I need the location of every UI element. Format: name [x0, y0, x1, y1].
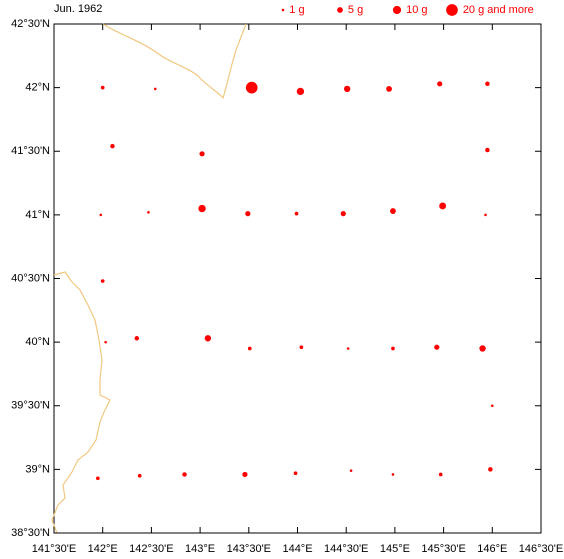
sample-point: [349, 469, 353, 472]
sample-point: [343, 85, 351, 93]
legend-label: 20 g and more: [463, 4, 534, 16]
x-tick-label: 142°30'E: [129, 543, 173, 555]
coastline-north: [102, 23, 247, 100]
x-tick-label: 144°E: [282, 543, 312, 555]
legend-marker: [446, 4, 458, 16]
sample-point: [104, 340, 107, 344]
y-tick-label: 40°N: [25, 336, 50, 348]
sample-point: [439, 202, 447, 210]
sample-point: [110, 143, 115, 149]
x-tick-label: 141°30'E: [32, 543, 76, 555]
sample-point: [491, 404, 494, 408]
sample-point: [340, 211, 346, 217]
sample-point: [245, 211, 251, 217]
y-tick-label: 38°30'N: [11, 527, 50, 539]
sample-point: [245, 81, 258, 94]
sample-point: [242, 471, 248, 478]
x-tick-label: 146°E: [477, 543, 507, 555]
legend-label: 1 g: [289, 4, 304, 16]
sample-point: [485, 81, 490, 87]
sample-point: [484, 213, 487, 217]
sample-point: [182, 472, 187, 477]
chart-title: Jun. 1962: [54, 3, 102, 15]
sample-point: [198, 204, 206, 213]
sample-point: [346, 347, 350, 350]
sample-point: [438, 472, 443, 477]
x-tick-label: 145°30'E: [421, 543, 465, 555]
sample-point: [391, 473, 395, 476]
sample-point: [147, 211, 150, 214]
sample-point: [434, 344, 440, 350]
x-tick-label: 143°E: [185, 543, 215, 555]
y-tick-label: 39°30'N: [11, 400, 50, 412]
sample-point: [390, 208, 396, 214]
plot-frame: [53, 23, 542, 534]
sample-point: [293, 471, 298, 476]
legend-marker: [392, 5, 402, 15]
x-tick-label: 143°30'E: [227, 543, 271, 555]
sample-point: [153, 87, 157, 91]
x-tick-label: 142°E: [88, 543, 118, 555]
sample-point: [134, 336, 140, 341]
x-tick-label: 146°30'E: [519, 543, 563, 555]
sample-point: [437, 81, 443, 87]
sample-point: [488, 467, 493, 472]
legend-label: 10 g: [406, 4, 427, 16]
x-tick-label: 145°E: [380, 543, 410, 555]
sample-point: [204, 335, 212, 342]
sample-point: [386, 85, 392, 92]
sample-point: [479, 345, 486, 352]
sample-point: [137, 473, 142, 478]
sample-point: [294, 211, 299, 216]
sample-point: [199, 151, 205, 157]
sample-point: [99, 213, 103, 217]
sample-point: [391, 346, 395, 351]
sample-point: [95, 476, 100, 481]
sample-point: [296, 87, 305, 96]
y-tick-label: 41°30'N: [11, 145, 50, 157]
legend-marker: [281, 8, 285, 12]
y-tick-label: 40°30'N: [11, 272, 50, 284]
y-tick-label: 41°N: [25, 209, 50, 221]
x-tick-label: 144°30'E: [324, 543, 368, 555]
sample-point: [247, 346, 252, 351]
legend-label: 5 g: [348, 4, 363, 16]
y-tick-label: 39°N: [25, 463, 50, 475]
sample-point: [100, 279, 105, 283]
y-tick-label: 42°N: [25, 82, 50, 94]
y-tick-label: 42°30'N: [11, 18, 50, 30]
sample-point: [100, 85, 105, 90]
legend-marker: [337, 7, 343, 13]
sample-point: [485, 147, 490, 153]
sample-point: [299, 345, 304, 350]
coastline-west: [51, 271, 111, 534]
